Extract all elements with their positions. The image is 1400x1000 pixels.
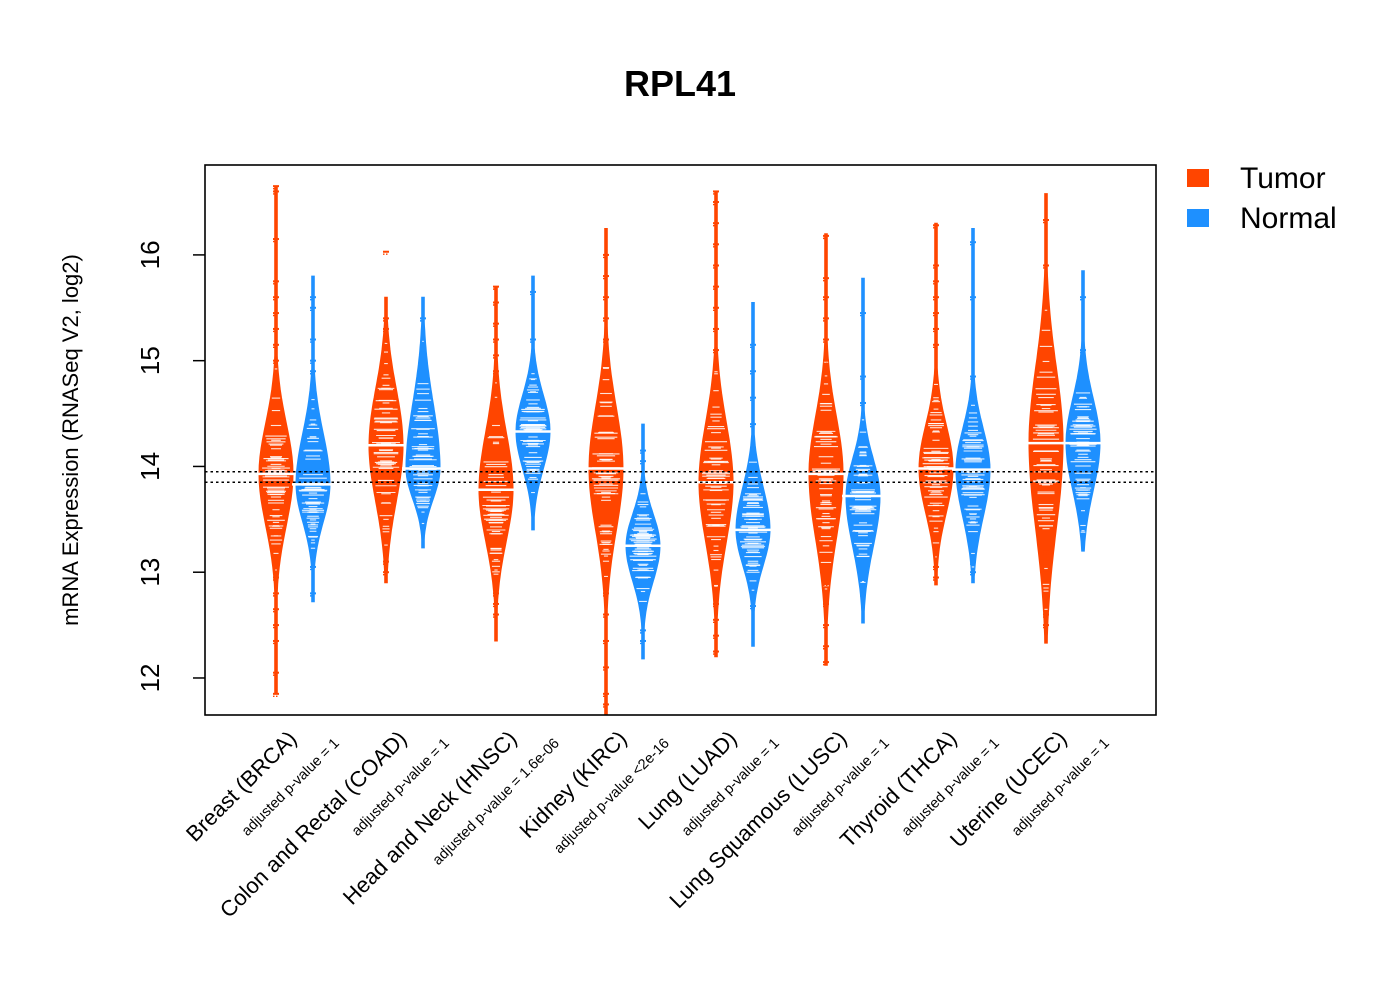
legend: Tumor Normal — [1187, 162, 1337, 235]
normal-violin-3-point-marks — [629, 493, 657, 602]
normal-violin-4-outliers — [750, 343, 756, 610]
tumor-violin-7 — [1025, 193, 1067, 644]
tumor-violin-6-body — [918, 222, 954, 586]
normal-violin-2-outliers — [530, 290, 536, 343]
y-tick-label: 16 — [135, 240, 165, 269]
tumor-violin-4-point-marks — [701, 371, 731, 587]
normal-violin-1 — [402, 296, 444, 549]
tumor-violin-2-point-marks — [482, 382, 510, 575]
normal-violin-7-outliers — [1080, 296, 1086, 370]
tumor-violin-5 — [805, 233, 847, 666]
normal-violin-0-point-marks — [298, 399, 328, 549]
legend-swatch-normal — [1187, 209, 1209, 227]
normal-violin-5-body — [845, 277, 881, 624]
tumor-violin-1 — [365, 250, 407, 584]
tumor-violin-3-outliers — [603, 253, 609, 708]
x-category-label: Lung (LUAD) — [633, 726, 741, 834]
chart-title: RPL41 — [624, 63, 736, 104]
tumor-violin-2 — [475, 285, 517, 642]
normal-violin-5-outliers — [860, 312, 866, 597]
legend-swatch-tumor — [1187, 169, 1209, 187]
tumor-violin-1-outliers — [383, 250, 389, 576]
tumor-violin-1-point-marks — [372, 342, 400, 546]
axis-layer: 12 13 14 15 16 — [135, 240, 205, 692]
tumor-violin-6-outliers — [933, 224, 939, 581]
normal-violin-6-outliers — [970, 241, 976, 576]
normal-violin-0 — [292, 275, 334, 603]
normal-violin-7-body — [1065, 270, 1101, 552]
tumor-violin-6-point-marks — [922, 383, 950, 558]
tumor-violin-7-body — [1028, 193, 1064, 644]
tumor-violin-4-body — [698, 190, 734, 658]
plot-frame — [204, 164, 1157, 716]
tumor-violin-1-body — [368, 296, 404, 584]
normal-violin-4-body — [735, 302, 771, 647]
tumor-violin-4 — [695, 190, 737, 658]
normal-violin-2-body — [515, 275, 551, 531]
legend-label-tumor: Tumor — [1240, 162, 1326, 195]
violin-area — [255, 185, 1104, 715]
normal-violin-1-outliers — [420, 317, 426, 354]
normal-violin-5-point-marks — [849, 419, 877, 583]
normal-violin-7-point-marks — [1069, 392, 1097, 533]
plot-layer — [205, 185, 1156, 715]
y-tick-label: 13 — [135, 558, 165, 587]
y-axis-label: mRNA Expression (RNASeq V2, log2) — [58, 254, 83, 626]
tumor-violin-3-body — [588, 228, 624, 715]
normal-violin-0-outliers — [310, 296, 316, 597]
tumor-violin-5-body — [808, 233, 844, 666]
normal-violin-2-point-marks — [519, 373, 547, 494]
tumor-violin-5-outliers — [823, 234, 829, 666]
y-tick-label: 14 — [135, 452, 165, 481]
normal-violin-0-body — [295, 275, 331, 603]
tumor-violin-2-outliers — [493, 285, 499, 618]
normal-violin-3-body — [625, 423, 661, 660]
tumor-violin-7-outliers — [1043, 219, 1049, 629]
y-tick-label: 15 — [135, 346, 165, 375]
tumor-violin-0-outliers — [273, 185, 279, 698]
tumor-violin-4-outliers — [713, 190, 719, 655]
normal-violin-6 — [952, 228, 994, 584]
legend-label-normal: Normal — [1240, 202, 1337, 235]
tumor-violin-0 — [255, 185, 297, 698]
tumor-violin-0-point-marks — [262, 368, 290, 571]
normal-violin-7 — [1062, 270, 1104, 552]
normal-violin-1-body — [405, 296, 441, 549]
normal-violin-5 — [842, 277, 884, 624]
normal-violin-6-point-marks — [961, 404, 985, 568]
normal-violin-2 — [512, 275, 554, 531]
y-tick-label: 12 — [135, 664, 165, 693]
normal-violin-3-outliers — [640, 449, 646, 645]
normal-violin-4 — [732, 302, 774, 647]
tumor-violin-3 — [585, 228, 627, 715]
tumor-violin-6 — [915, 222, 957, 586]
normal-violin-3 — [622, 423, 664, 660]
